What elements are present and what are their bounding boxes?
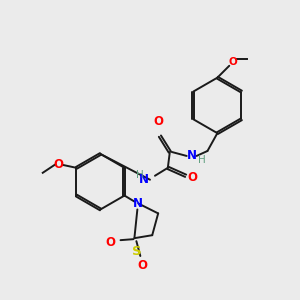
Text: S: S (132, 245, 141, 258)
Text: O: O (229, 57, 238, 67)
Text: H: H (136, 170, 144, 180)
Text: O: O (54, 158, 64, 171)
Text: N: N (134, 197, 143, 210)
Text: N: N (139, 173, 149, 186)
Text: H: H (198, 155, 206, 165)
Text: O: O (188, 171, 198, 184)
Text: O: O (106, 236, 116, 249)
Text: O: O (137, 260, 147, 272)
Text: O: O (153, 115, 163, 128)
Text: N: N (187, 149, 196, 162)
